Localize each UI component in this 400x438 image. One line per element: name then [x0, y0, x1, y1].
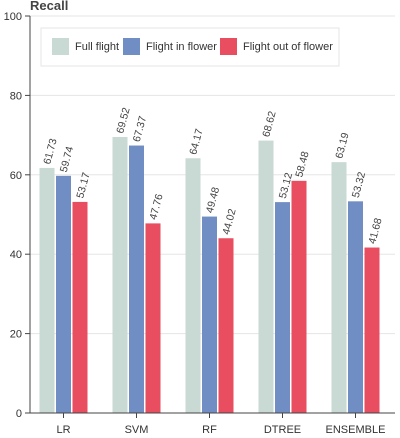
- data-label: 44.02: [220, 207, 238, 236]
- y-tick-label: 40: [10, 249, 22, 261]
- bars: [39, 137, 380, 413]
- legend-swatch: [123, 38, 140, 55]
- legend: Full flight Flight in flower Flight out of…: [40, 27, 340, 67]
- x-tick-label: DTREE: [264, 424, 301, 436]
- bar-lr-flight-in-flower: [56, 175, 71, 413]
- bar-rf-flight-in-flower: [202, 216, 217, 413]
- data-label: 53.17: [74, 171, 92, 200]
- bar-ensemble-flight-out-of-flower: [364, 247, 380, 413]
- legend-label: Flight in flower: [146, 41, 217, 53]
- x-tick-label: SVM: [125, 424, 149, 436]
- data-label: 64.17: [187, 127, 205, 156]
- data-label: 68.62: [260, 110, 278, 139]
- bar-ensemble-full-flight: [331, 162, 347, 413]
- chart-title: Recall: [30, 0, 68, 13]
- data-label: 59.74: [58, 145, 76, 174]
- legend-label: Full flight: [75, 41, 119, 53]
- data-label: 63.19: [333, 131, 351, 160]
- x-tick-label: RF: [202, 424, 217, 436]
- data-label: 49.48: [204, 186, 222, 215]
- axes: 0 20 40 60 80 100 LR SVM RF DTREE ENSEMBLE: [4, 11, 395, 436]
- data-label: 41.68: [366, 217, 384, 246]
- legend-swatch: [220, 38, 237, 55]
- data-label: 47.76: [147, 193, 165, 222]
- x-tick-label: LR: [56, 424, 70, 436]
- bar-svm-flight-out-of-flower: [145, 223, 161, 413]
- bar-rf-full-flight: [185, 158, 201, 413]
- bar-svm-full-flight: [112, 137, 128, 413]
- bar-svm-flight-in-flower: [129, 145, 144, 413]
- y-tick-label: 80: [10, 90, 22, 102]
- data-label: 69.52: [114, 106, 132, 135]
- x-tick-label: ENSEMBLE: [326, 424, 386, 436]
- data-label: 67.37: [131, 115, 149, 144]
- bar-dtree-full-flight: [258, 140, 274, 413]
- bar-lr-flight-out-of-flower: [72, 201, 88, 413]
- data-label: 61.73: [41, 137, 59, 166]
- legend-box: [40, 27, 340, 67]
- bar-dtree-flight-in-flower: [275, 202, 290, 413]
- legend-swatch: [52, 38, 69, 55]
- y-tick-label: 100: [4, 11, 22, 23]
- legend-label: Flight out of flower: [243, 41, 333, 53]
- y-tick-label: 20: [10, 329, 22, 341]
- y-tick-label: 0: [16, 408, 22, 420]
- bar-rf-flight-out-of-flower: [218, 238, 234, 413]
- y-tick-label: 60: [10, 170, 22, 182]
- bar-lr-full-flight: [39, 167, 55, 413]
- bar-ensemble-flight-in-flower: [348, 201, 363, 413]
- bar-dtree-flight-out-of-flower: [291, 180, 307, 413]
